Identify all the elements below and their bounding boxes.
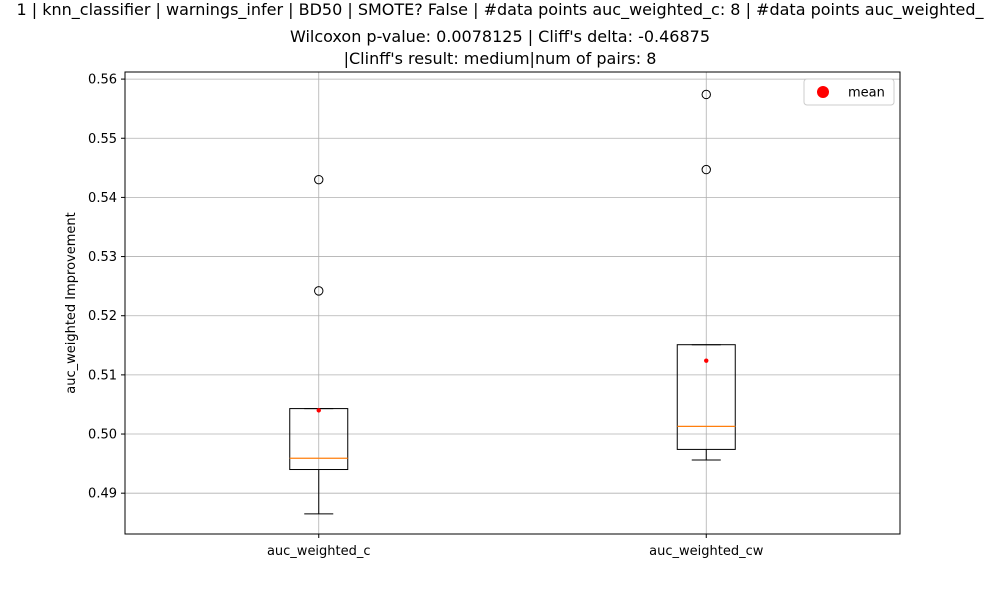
y-axis-label: auc_weighted Improvement	[64, 212, 79, 394]
x-tick-label-1: auc_weighted_cw	[649, 544, 764, 559]
y-tick-label-4: 0.53	[88, 250, 117, 265]
mean-marker	[316, 408, 321, 413]
y-tick-label-1: 0.50	[88, 428, 117, 443]
chart-title-line-2: Wilcoxon p-value: 0.0078125 | Cliff's de…	[289, 27, 711, 46]
legend-mean-marker	[817, 86, 829, 98]
legend: mean	[803, 78, 895, 106]
box-iqr	[676, 344, 736, 450]
outlier-point-1	[314, 174, 324, 185]
y-tick-label-3: 0.52	[88, 309, 117, 324]
y-tick-label-7: 0.56	[88, 73, 117, 88]
mean-marker	[704, 358, 709, 363]
axes-frame	[124, 71, 901, 535]
legend-label-mean: mean	[848, 86, 885, 101]
box-auc_weighted_cw	[676, 89, 736, 461]
outlier-point-0	[314, 286, 324, 296]
plot-area	[125, 72, 900, 534]
outlier-point-1	[701, 89, 711, 100]
x-tick-label-0: auc_weighted_c	[267, 544, 371, 559]
y-tick-label-5: 0.54	[88, 191, 117, 206]
chart-title-line-1: 1 | knn_classifier | warnings_infer | BD…	[16, 0, 984, 19]
y-tick-label-6: 0.55	[88, 132, 117, 147]
legend-box	[803, 78, 895, 106]
chart-title-line-3: |Clinff's result: medium|num of pairs: 8	[343, 49, 657, 68]
box-auc_weighted_c	[289, 174, 349, 515]
outlier-point-0	[701, 164, 711, 175]
y-tick-label-2: 0.51	[88, 368, 117, 383]
y-tick-label-0: 0.49	[88, 487, 117, 502]
